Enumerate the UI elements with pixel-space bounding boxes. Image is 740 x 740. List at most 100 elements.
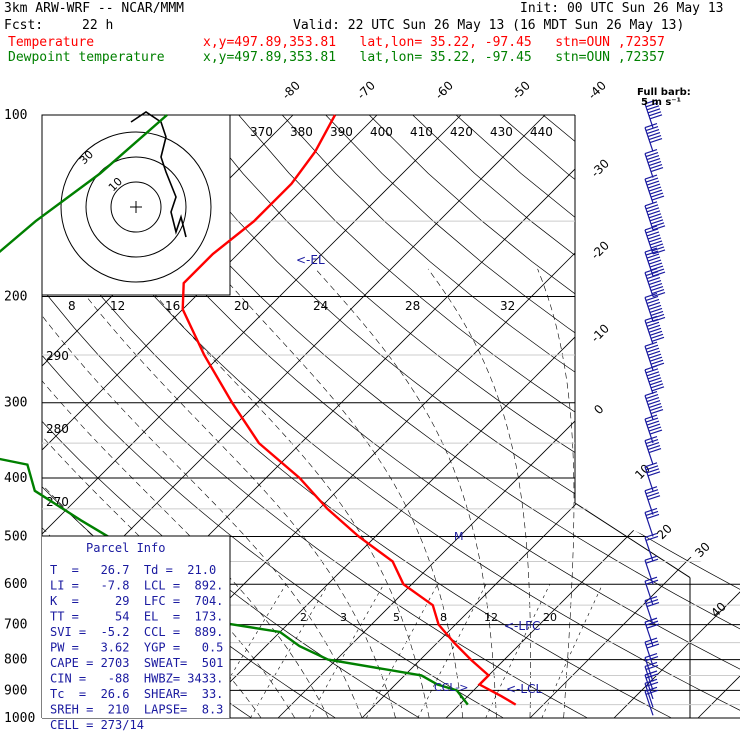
theta-left-label: 280 (46, 422, 69, 436)
pressure-label-800: 800 (4, 653, 27, 668)
hodograph-ring (85, 156, 187, 258)
moist-adiabat (64, 268, 396, 719)
dry-adiabat (368, 115, 740, 719)
mixing-ratio-line (366, 584, 438, 719)
forecast-hours: 22 h (82, 18, 114, 33)
wind-barb (644, 617, 660, 647)
dewpoint-profile (0, 114, 469, 706)
theta-label: 370 (250, 125, 273, 139)
theta-label: 420 (450, 125, 473, 139)
pressure-label-1000: 1000 (4, 711, 35, 726)
isotherm (42, 115, 378, 719)
wind-barb (644, 507, 660, 537)
isotherm (445, 115, 740, 719)
legend-temperature-info: x,y=497.89,353.81 lat,lon= 35.22, -97.45… (203, 35, 665, 50)
wind-barb (644, 341, 665, 371)
isotherm-label: -30 (588, 156, 612, 180)
parcel-info-box: Parcel Info T = 26.7 Td = 21.0 LI = -7.8 L… (42, 535, 231, 732)
theta-label: 440 (530, 125, 553, 139)
wind-barb (644, 315, 665, 345)
isotherm-label: 30 (692, 539, 713, 560)
hodograph-ring (60, 131, 212, 283)
wind-barb (644, 414, 663, 444)
isotherm-label: -60 (432, 78, 456, 102)
wind-barb (644, 123, 663, 152)
wind-barb (644, 661, 659, 691)
moist-adiabat (42, 268, 329, 719)
parcel-info-row: Tc = 26.6 SHEAR= 33. (50, 687, 223, 701)
parcel-info-row: SREH = 210 LAPSE= 8.3 (50, 703, 223, 717)
moist-adiabat (537, 268, 575, 719)
legend-temperature-name: Temperature (8, 35, 95, 50)
wind-barb (644, 555, 659, 585)
isotherm-label: 40 (708, 599, 729, 620)
mixing-ratio-line (541, 584, 603, 719)
wind-barb (644, 686, 659, 716)
speed-scale-label: 16 (165, 299, 180, 313)
lfc-label: <-LFC (504, 619, 540, 633)
speed-scale-label: 32 (500, 299, 515, 313)
dry-adiabat (586, 115, 740, 719)
wind-barb (644, 652, 659, 682)
mixing-ratio-line (309, 584, 385, 719)
hodograph-trace (130, 111, 187, 238)
dry-adiabat (195, 115, 740, 719)
parcel-info-row: K = 29 LFC = 704. (50, 594, 223, 608)
mixing-ratio-label: 20 (543, 611, 557, 624)
ccl-label: CCL-> (434, 681, 468, 694)
forecast-label: Fcst: (4, 18, 44, 33)
dry-adiabat (455, 115, 740, 719)
pressure-label-200: 200 (4, 290, 27, 305)
isotherm-label: -10 (588, 321, 612, 345)
parcel-info-row: CIN = -88 HWBZ= 3433. (50, 672, 223, 686)
moist-adiabat (427, 268, 531, 718)
mixing-ratio-line (485, 584, 551, 719)
dry-adiabat (238, 115, 740, 719)
isotherm-label: -50 (509, 78, 533, 102)
barb-note-line1: Full barb: (637, 87, 691, 98)
pressure-label-100: 100 (4, 108, 27, 123)
isotherm (529, 115, 740, 719)
wind-barb (644, 637, 660, 667)
moist-adiabat (315, 268, 497, 719)
moist-adiabat (215, 268, 464, 719)
speed-scale-label: 12 (110, 299, 125, 313)
wind-barb (644, 365, 665, 395)
mixing-ratio-label: 8 (440, 611, 447, 624)
m-label: M (454, 530, 464, 543)
pressure-label-900: 900 (4, 683, 27, 698)
wind-barb (644, 391, 664, 420)
valid-time: Valid: 22 UTC Sun 26 May 13 (16 MDT Sun … (293, 18, 685, 33)
theta-label: 410 (410, 125, 433, 139)
parcel-info-row: TT = 54 EL = 173. (50, 610, 223, 624)
speed-scale-label: 24 (313, 299, 328, 313)
temperature-profile (181, 114, 517, 706)
isotherm (613, 115, 740, 719)
isotherm-label: -40 (585, 78, 609, 102)
parcel-info-row: CAPE = 2703 SWEAT= 501 (50, 656, 223, 670)
init-time: Init: 00 UTC Sun 26 May 13 (520, 1, 724, 16)
parcel-info-row: T = 26.7 Td = 21.0 (50, 563, 216, 577)
isotherm-label: -70 (354, 78, 378, 102)
mixing-ratio-line (250, 584, 329, 719)
isotherm (193, 115, 740, 719)
isotherm-label: 20 (654, 521, 675, 542)
wind-barb (644, 201, 666, 231)
wind-barb (644, 436, 662, 465)
dry-adiabat (542, 115, 740, 719)
speed-scale-label: 28 (405, 299, 420, 313)
wind-barb (644, 225, 666, 255)
theta-left-label: 270 (46, 495, 69, 509)
speed-scale-label: 20 (234, 299, 249, 313)
parcel-info-row: LI = -7.8 LCL = 892. (50, 579, 223, 593)
barb-note-line2: 5 m s⁻¹ (641, 97, 681, 108)
isotherm-label: -80 (279, 78, 303, 102)
right-diagonal-edge (574, 502, 691, 579)
mixing-ratio-line (417, 584, 487, 719)
hodograph-ring (110, 181, 162, 233)
moist-adiabat (42, 268, 363, 719)
legend-dewpoint-info: x,y=497.89,353.81 lat,lon= 35.22, -97.45… (203, 50, 665, 65)
model-title: 3km ARW-WRF -- NCAR/MMM (4, 1, 185, 16)
